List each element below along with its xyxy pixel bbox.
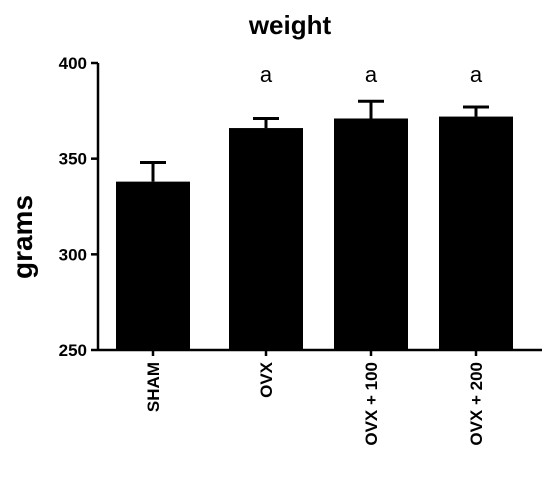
- y-tick-label: 250: [59, 341, 87, 360]
- significance-label: a: [260, 62, 273, 87]
- bar: [439, 116, 513, 350]
- y-tick-label: 350: [59, 150, 87, 169]
- x-tick-label: OVX + 200: [467, 362, 486, 446]
- y-tick-label: 400: [59, 54, 87, 73]
- significance-label: a: [365, 62, 378, 87]
- x-tick-label: SHAM: [144, 362, 163, 412]
- x-tick-label: OVX + 100: [362, 362, 381, 446]
- plot-area: 250 300 350 400 SHAM a OVX a OVX + 100 a OVX + 200: [59, 54, 542, 446]
- bar: [116, 181, 190, 350]
- chart-title: weight: [248, 10, 332, 40]
- x-tick-label: OVX: [257, 361, 276, 398]
- bar: [229, 128, 303, 350]
- y-axis-label: grams: [7, 195, 38, 279]
- significance-label: a: [470, 62, 483, 87]
- y-tick-label: 300: [59, 245, 87, 264]
- bar: [334, 118, 408, 350]
